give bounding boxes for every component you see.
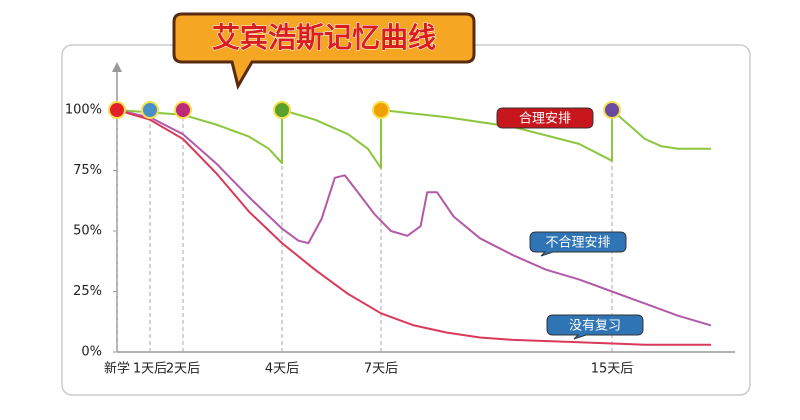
y-tick-label: 100%	[65, 103, 102, 118]
y-tick-label: 25%	[73, 284, 102, 299]
series-line	[116, 109, 711, 346]
label-bubble	[546, 314, 644, 340]
series-line	[116, 109, 711, 170]
label-bubble	[529, 231, 627, 257]
x-tick-label: 新学	[104, 361, 130, 377]
review-marker	[273, 101, 291, 119]
legend-label: 没有复习	[569, 319, 621, 334]
chart-frame	[61, 44, 751, 396]
review-marker	[141, 101, 159, 119]
x-tick-label: 15天后	[591, 362, 634, 377]
x-tick-label: 7天后	[364, 362, 398, 377]
y-axis-arrow	[112, 62, 122, 72]
review-marker	[108, 101, 126, 119]
label-bubble	[496, 107, 594, 129]
x-tick-label: 4天后	[265, 362, 299, 377]
review-marker	[603, 101, 621, 119]
title-box	[172, 12, 476, 90]
chart-title: 艾宾浩斯记忆曲线	[212, 21, 436, 54]
legend-label: 合理安排	[519, 112, 571, 127]
series-line	[116, 109, 712, 327]
review-marker	[372, 101, 390, 119]
y-tick-label: 0%	[81, 345, 102, 360]
review-marker	[174, 101, 192, 119]
y-tick-label: 75%	[73, 163, 102, 178]
x-tick-label: 2天后	[166, 362, 200, 377]
x-tick-label: 1天后	[133, 362, 167, 377]
y-tick-label: 50%	[73, 224, 102, 239]
legend-label: 不合理安排	[545, 236, 610, 251]
